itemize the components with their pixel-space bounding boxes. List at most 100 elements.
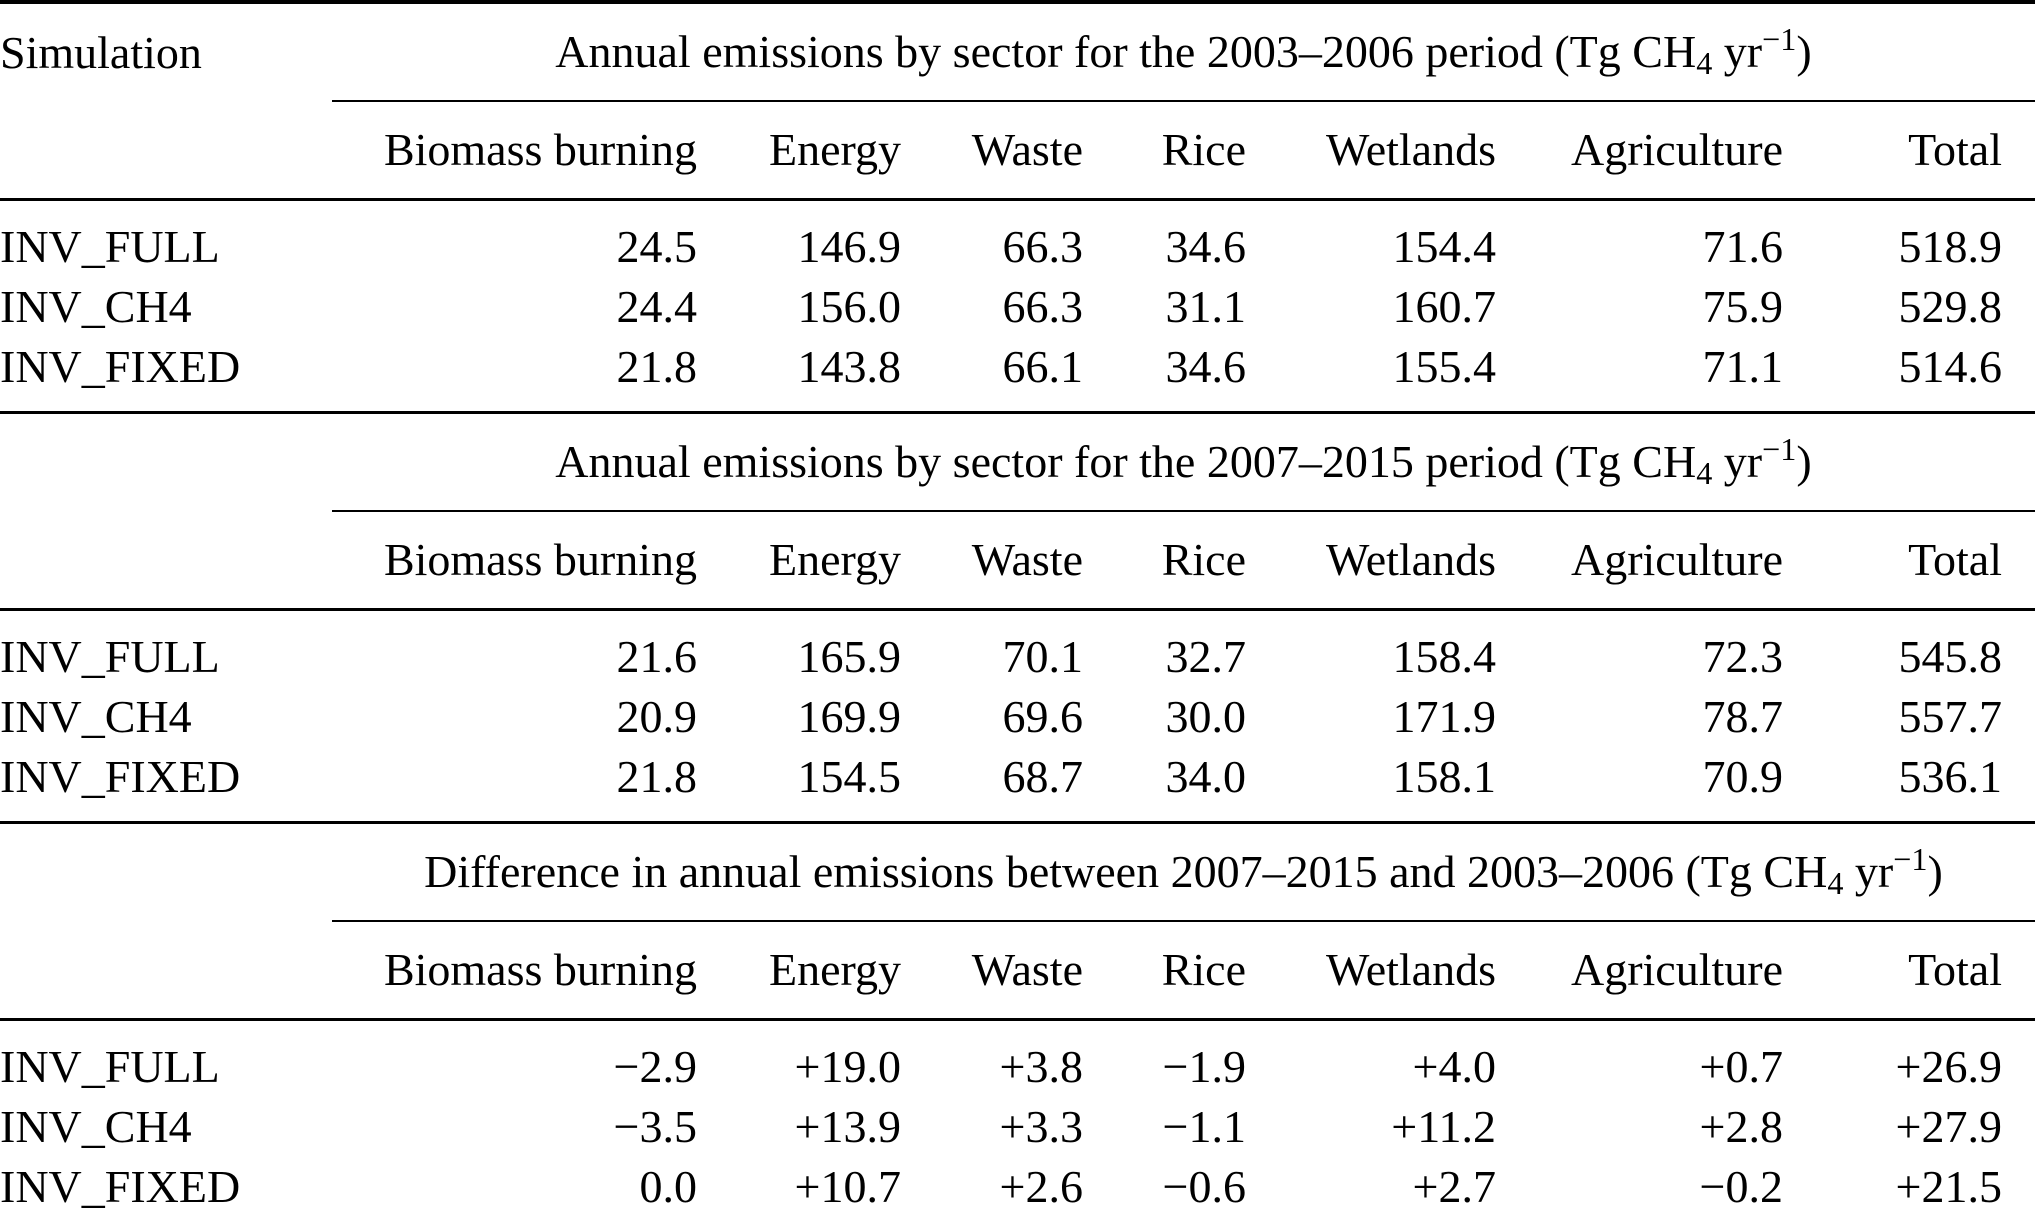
- row-label: INV_CH4: [0, 1101, 192, 1152]
- data-cell: +21.5: [1895, 1161, 2002, 1212]
- table-row: INV_FULL −2.9 +19.0 +3.8 −1.9 +4.0 +0.7 …: [0, 1020, 2035, 1098]
- unit-close: ): [1927, 846, 1943, 897]
- data-cell: +10.7: [794, 1161, 901, 1212]
- data-cell: 66.3: [1002, 221, 1084, 272]
- column-header-biomass-burning: Biomass burning: [332, 511, 697, 611]
- column-header-biomass-burning: Biomass burning: [332, 921, 697, 1021]
- corner-spacer: [0, 101, 332, 201]
- data-cell: 518.9: [1898, 221, 2003, 272]
- data-cell: 158.4: [1392, 631, 1497, 682]
- data-cell: −0.2: [1699, 1161, 1783, 1212]
- row-label: INV_FIXED: [0, 337, 332, 414]
- unit-mid: yr: [1712, 436, 1763, 487]
- data-cell: 143.8: [697, 337, 901, 414]
- table-row: INV_CH4 −3.5 +13.9 +3.3 −1.1 +11.2 +2.8 …: [0, 1097, 2035, 1157]
- table-row: INV_FIXED 0.0 +10.7 +2.6 −0.6 +2.7 −0.2 …: [0, 1157, 2035, 1213]
- data-cell: 165.9: [797, 631, 902, 682]
- section-1-title-row: Simulation Annual emissions by sector fo…: [0, 2, 2035, 102]
- section-2-title-text: Annual emissions by sector for the 2007–…: [555, 436, 1697, 487]
- column-header-energy: Energy: [697, 921, 901, 1021]
- data-cell: 154.5: [697, 747, 901, 824]
- data-cell: 24.5: [616, 221, 698, 272]
- section-3-title-row: Difference in annual emissions between 2…: [0, 822, 2035, 922]
- data-cell: 70.1: [1002, 631, 1084, 682]
- unit-superscript: −1: [1762, 21, 1797, 58]
- data-cell: 66.1: [901, 337, 1083, 414]
- column-header-wetlands: Wetlands: [1246, 101, 1496, 201]
- row-label: INV_CH4: [0, 281, 192, 332]
- data-cell: +2.6: [999, 1161, 1083, 1212]
- column-header-energy: Energy: [697, 511, 901, 611]
- data-cell: +0.7: [1699, 1041, 1783, 1092]
- data-cell: 68.7: [901, 747, 1083, 824]
- row-label: INV_FULL: [0, 1041, 220, 1092]
- column-header-energy: Energy: [697, 101, 901, 201]
- data-cell: −0.6: [1162, 1161, 1246, 1212]
- column-header-rice: Rice: [1083, 101, 1246, 201]
- section-3-column-headers: Biomass burning Energy Waste Rice Wetlan…: [0, 921, 2035, 1021]
- data-cell: +11.2: [1391, 1101, 1496, 1152]
- column-header-rice: Rice: [1083, 921, 1246, 1021]
- column-header-wetlands: Wetlands: [1246, 921, 1496, 1021]
- column-header-waste: Waste: [901, 921, 1083, 1021]
- unit-superscript: −1: [1762, 431, 1797, 468]
- corner-spacer: [0, 823, 332, 922]
- section-3-title: Difference in annual emissions between 2…: [332, 822, 2035, 922]
- row-label: INV_FULL: [0, 631, 220, 682]
- row-label: INV_CH4: [0, 691, 192, 742]
- data-cell: 514.6: [1783, 337, 2035, 414]
- data-cell: −2.9: [613, 1041, 697, 1092]
- data-cell: +27.9: [1895, 1101, 2002, 1152]
- table-row: INV_FIXED 21.8 143.8 66.1 34.6 155.4 71.…: [0, 337, 2035, 414]
- unit-subscript: 4: [1827, 865, 1844, 902]
- data-cell: 146.9: [797, 221, 902, 272]
- data-cell: 34.0: [1083, 747, 1246, 824]
- data-cell: 536.1: [1783, 747, 2035, 824]
- row-label: INV_FULL: [0, 221, 220, 272]
- data-cell: 0.0: [639, 1161, 698, 1212]
- data-cell: 72.3: [1702, 631, 1784, 682]
- corner-label: Simulation: [0, 26, 202, 78]
- column-header-total: Total: [1783, 511, 2035, 611]
- column-header-total: Total: [1783, 101, 2035, 201]
- data-cell: 66.3: [1002, 281, 1084, 332]
- column-header-waste: Waste: [901, 511, 1083, 611]
- data-cell: 24.4: [616, 281, 698, 332]
- unit-close: ): [1796, 436, 1812, 487]
- data-cell: +2.7: [1412, 1161, 1496, 1212]
- data-cell: +3.3: [999, 1101, 1083, 1152]
- data-cell: −1.1: [1162, 1101, 1246, 1152]
- row-label: INV_FIXED: [0, 747, 332, 824]
- corner-spacer: [0, 921, 332, 1021]
- unit-subscript: 4: [1696, 45, 1713, 82]
- table-row: INV_FULL 24.5 146.9 66.3 34.6 154.4 71.6…: [0, 200, 2035, 278]
- data-cell: 71.6: [1702, 221, 1784, 272]
- column-header-wetlands: Wetlands: [1246, 511, 1496, 611]
- section-2-column-headers: Biomass burning Energy Waste Rice Wetlan…: [0, 511, 2035, 611]
- data-cell: +26.9: [1895, 1041, 2002, 1092]
- data-cell: +2.8: [1699, 1101, 1783, 1152]
- row-label: INV_FIXED: [0, 1161, 241, 1212]
- column-header-agriculture: Agriculture: [1496, 511, 1783, 611]
- column-header-waste: Waste: [901, 101, 1083, 201]
- unit-subscript: 4: [1696, 455, 1713, 492]
- data-cell: 31.1: [1165, 281, 1247, 332]
- section-1-title-text: Annual emissions by sector for the 2003–…: [555, 26, 1697, 77]
- data-cell: −1.9: [1162, 1041, 1246, 1092]
- data-cell: 70.9: [1496, 747, 1783, 824]
- data-cell: 21.6: [616, 631, 698, 682]
- data-cell: +4.0: [1412, 1041, 1496, 1092]
- data-cell: 156.0: [797, 281, 902, 332]
- column-header-agriculture: Agriculture: [1496, 101, 1783, 201]
- data-cell: 78.7: [1702, 691, 1784, 742]
- data-cell: 32.7: [1165, 631, 1247, 682]
- data-cell: 30.0: [1165, 691, 1247, 742]
- data-cell: 529.8: [1898, 281, 2003, 332]
- data-cell: 545.8: [1898, 631, 2003, 682]
- data-cell: 34.6: [1083, 337, 1246, 414]
- data-cell: 158.1: [1246, 747, 1496, 824]
- section-3-title-text: Difference in annual emissions between 2…: [424, 846, 1828, 897]
- data-cell: 155.4: [1246, 337, 1496, 414]
- corner-spacer: [0, 413, 332, 512]
